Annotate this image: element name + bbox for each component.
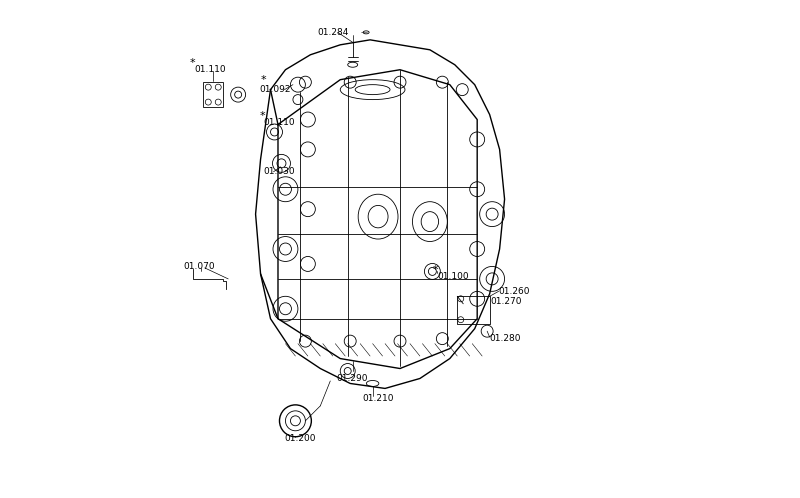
Text: 01.280: 01.280 bbox=[490, 334, 521, 343]
Text: 01.100: 01.100 bbox=[438, 272, 469, 281]
Text: 01.110: 01.110 bbox=[195, 65, 226, 74]
Text: 01.030: 01.030 bbox=[263, 167, 294, 176]
Text: 01.270: 01.270 bbox=[490, 297, 522, 306]
Text: 01.284: 01.284 bbox=[318, 28, 350, 37]
Text: 01.290: 01.290 bbox=[336, 374, 368, 383]
Text: 01.092: 01.092 bbox=[259, 85, 291, 94]
Text: *: * bbox=[190, 58, 195, 68]
Text: 01.260: 01.260 bbox=[498, 287, 530, 296]
Text: —: — bbox=[361, 29, 368, 35]
Text: *: * bbox=[259, 111, 265, 121]
Text: 01.110: 01.110 bbox=[263, 118, 294, 126]
Text: 01.210: 01.210 bbox=[362, 394, 394, 403]
Text: 01.070: 01.070 bbox=[183, 262, 215, 271]
Text: *: * bbox=[260, 75, 266, 85]
Text: *: * bbox=[433, 265, 438, 275]
Text: 01.200: 01.200 bbox=[285, 434, 316, 443]
